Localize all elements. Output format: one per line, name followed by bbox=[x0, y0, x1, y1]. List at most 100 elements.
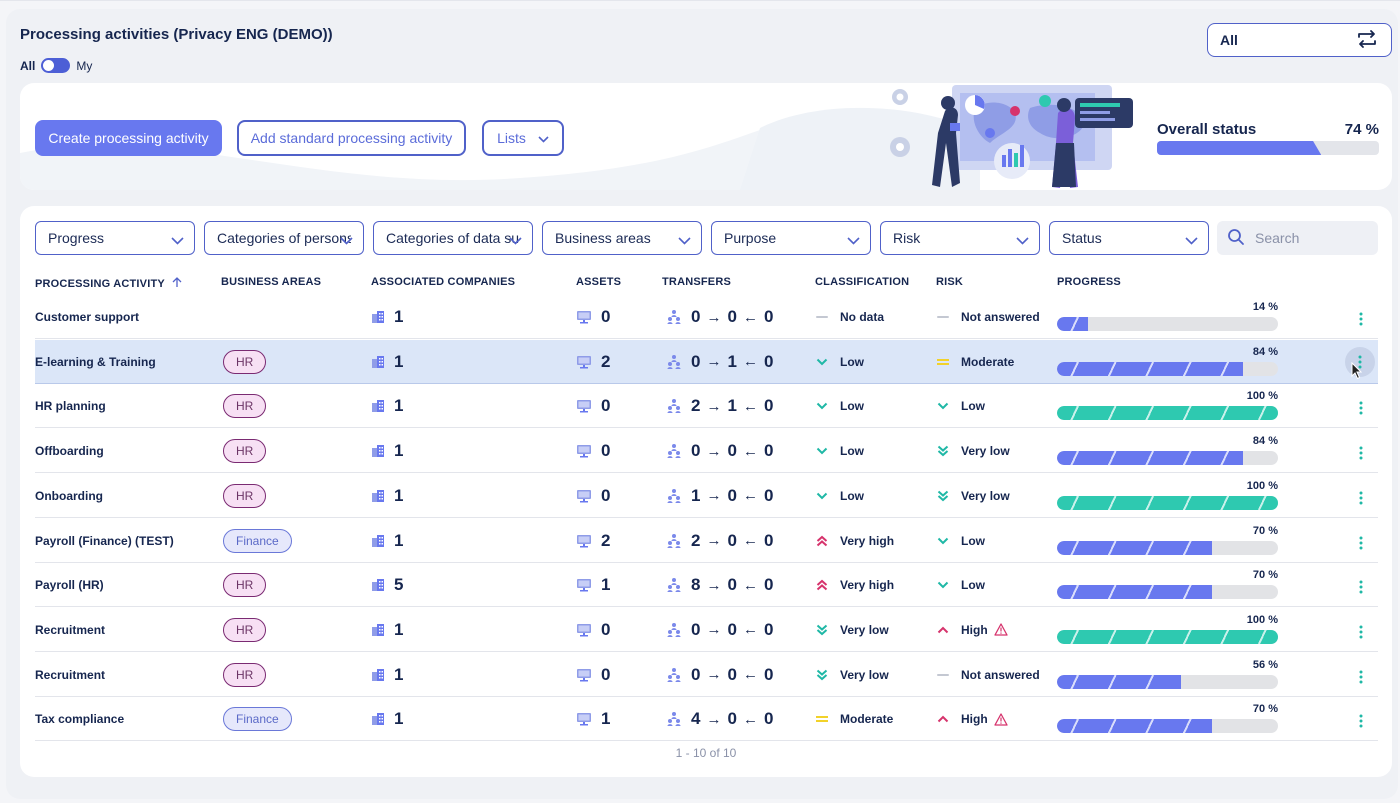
companies-count: 5 bbox=[394, 575, 404, 595]
more-options-icon[interactable] bbox=[1347, 531, 1375, 555]
lists-dropdown-button[interactable]: Lists bbox=[482, 120, 564, 156]
progress-percent: 100 % bbox=[1246, 390, 1278, 403]
overall-status-percent: 74 % bbox=[1344, 121, 1379, 138]
business-area-cell: HR bbox=[223, 384, 267, 428]
assets-cell: 0 bbox=[576, 608, 610, 652]
more-options-icon[interactable] bbox=[1347, 486, 1375, 510]
search-input[interactable]: Search bbox=[1217, 221, 1378, 255]
progress-bar bbox=[1057, 585, 1278, 600]
monitor-icon bbox=[576, 355, 592, 369]
progress-bar bbox=[1057, 317, 1278, 331]
double-chevron-down-icon bbox=[815, 669, 829, 681]
table-row[interactable]: Offboarding HR 1 0 0 → 0 ← 0 Low Very low 84 % bbox=[35, 429, 1378, 474]
business-area-chip: HR bbox=[223, 483, 267, 508]
risk-cell: Very low bbox=[936, 429, 1010, 473]
building-icon bbox=[371, 712, 385, 726]
filter-status[interactable]: Status bbox=[1049, 221, 1209, 255]
people-icon bbox=[666, 398, 682, 414]
classification-label: Moderate bbox=[840, 712, 894, 727]
table-row[interactable]: Tax compliance Finance 1 1 4 → 0 ← 0 Moderate High… bbox=[35, 697, 1378, 742]
toggle-switch[interactable] bbox=[41, 58, 71, 73]
activity-name[interactable]: HR planning bbox=[35, 399, 106, 414]
toggle-all-label: All bbox=[20, 58, 36, 73]
column-header-activity[interactable]: PROCESSING ACTIVITY bbox=[35, 276, 183, 290]
filter-categories-of-data-subjects[interactable]: Categories of data subjects bbox=[373, 221, 533, 255]
risk-cell: Very low bbox=[936, 474, 1010, 518]
progress-bar bbox=[1057, 361, 1278, 376]
companies-cell: 1 bbox=[371, 653, 403, 697]
classification-cell: Low bbox=[815, 340, 864, 384]
add-standard-activity-button[interactable]: Add standard processing activity bbox=[237, 120, 466, 156]
arrow-left-icon: ← bbox=[742, 621, 758, 639]
filter-business-areas[interactable]: Business areas bbox=[542, 221, 702, 255]
business-area-cell: HR bbox=[223, 429, 267, 473]
classification-label: Low bbox=[840, 488, 864, 503]
activity-name[interactable]: Customer support bbox=[35, 310, 140, 324]
scope-select[interactable]: All bbox=[1207, 23, 1392, 57]
activity-name[interactable]: Recruitment bbox=[35, 622, 106, 637]
activity-name[interactable]: E-learning & Training bbox=[35, 354, 156, 369]
progress-fill bbox=[1057, 674, 1181, 689]
risk-label: Low bbox=[961, 578, 985, 593]
double-chevron-up-icon bbox=[815, 535, 829, 547]
more-options-icon[interactable] bbox=[1347, 709, 1375, 733]
table-row[interactable]: E-learning & Training HR 1 2 0 → 1 ← 0 Low Moderat… bbox=[35, 339, 1378, 384]
more-options-icon[interactable] bbox=[1347, 307, 1375, 331]
classification-label: Low bbox=[840, 354, 864, 369]
scope-toggle[interactable]: All My bbox=[20, 58, 92, 73]
transfers-in: 2 bbox=[691, 396, 701, 416]
companies-count: 1 bbox=[394, 619, 404, 639]
assets-count: 0 bbox=[601, 619, 611, 639]
table-row[interactable]: Onboarding HR 1 0 1 → 0 ← 0 Low Very low 100 % bbox=[35, 474, 1378, 518]
business-area-chip: HR bbox=[223, 349, 267, 374]
transfers-mid: 1 bbox=[727, 396, 737, 416]
risk-cell: Low bbox=[936, 384, 985, 428]
more-options-icon[interactable] bbox=[1347, 396, 1375, 420]
chevron-down-icon bbox=[1185, 232, 1198, 248]
filter-risk[interactable]: Risk bbox=[880, 221, 1040, 255]
activity-name[interactable]: Tax compliance bbox=[35, 712, 125, 727]
activity-name[interactable]: Onboarding bbox=[35, 488, 103, 503]
filter-progress[interactable]: Progress bbox=[35, 221, 195, 255]
transfers-cell: 0 → 0 ← 0 bbox=[666, 608, 773, 652]
arrow-right-icon: → bbox=[706, 397, 722, 415]
more-options-icon[interactable] bbox=[1347, 575, 1375, 599]
table-row[interactable]: Recruitment HR 1 0 0 → 0 ← 0 Very low Not answered… bbox=[35, 653, 1378, 697]
table-row[interactable]: Payroll (HR) HR 5 1 8 → 0 ← 0 Very high Low 70 % bbox=[35, 563, 1378, 608]
classification-label: Very low bbox=[840, 622, 889, 637]
assets-count: 0 bbox=[601, 307, 611, 326]
assets-cell: 0 bbox=[576, 653, 610, 697]
transfers-mid: 0 bbox=[727, 485, 737, 505]
table-row[interactable]: Payroll (Finance) (TEST) Finance 1 2 2 → 0 ← 0 Ve… bbox=[35, 519, 1378, 563]
progress-bar bbox=[1057, 495, 1278, 510]
filter-categories-of-persons[interactable]: Categories of persons bbox=[204, 221, 364, 255]
table-row[interactable]: HR planning HR 1 0 2 → 1 ← 0 Low Low 100 % bbox=[35, 384, 1378, 429]
activity-name[interactable]: Recruitment bbox=[35, 667, 106, 682]
business-area-cell: HR bbox=[223, 608, 267, 652]
progress-bar bbox=[1057, 451, 1278, 466]
search-icon bbox=[1227, 228, 1245, 249]
transfers-cell: 1 → 0 ← 0 bbox=[666, 474, 773, 518]
more-options-icon[interactable] bbox=[1347, 620, 1375, 644]
activity-name[interactable]: Offboarding bbox=[35, 444, 104, 459]
chevron-down-icon bbox=[538, 130, 549, 146]
create-processing-activity-button[interactable]: Create processing activity bbox=[35, 120, 222, 156]
classification-cell: Moderate bbox=[815, 697, 893, 741]
business-area-cell: HR bbox=[223, 340, 267, 384]
table-row[interactable]: Recruitment HR 1 0 0 → 0 ← 0 Very low High 100 % bbox=[35, 608, 1378, 652]
more-options-icon[interactable] bbox=[1347, 441, 1375, 465]
risk-label: Not answered bbox=[961, 310, 1040, 324]
more-options-icon[interactable] bbox=[1347, 665, 1375, 689]
chevron-down-icon bbox=[340, 232, 353, 248]
companies-count: 1 bbox=[394, 307, 404, 326]
building-icon bbox=[371, 668, 385, 682]
table-row[interactable]: Customer support 1 0 0 → 0 ← 0 No data Not answer… bbox=[35, 295, 1378, 339]
transfers-out: 0 bbox=[763, 530, 774, 550]
activity-name[interactable]: Payroll (HR) bbox=[35, 578, 104, 593]
activity-name[interactable]: Payroll (Finance) (TEST) bbox=[35, 533, 174, 548]
double-chevron-down-icon bbox=[936, 445, 950, 457]
assets-count: 0 bbox=[601, 396, 611, 416]
risk-cell: High bbox=[936, 697, 1008, 741]
filter-purpose[interactable]: Purpose bbox=[711, 221, 871, 255]
banner-wave bbox=[20, 107, 980, 190]
